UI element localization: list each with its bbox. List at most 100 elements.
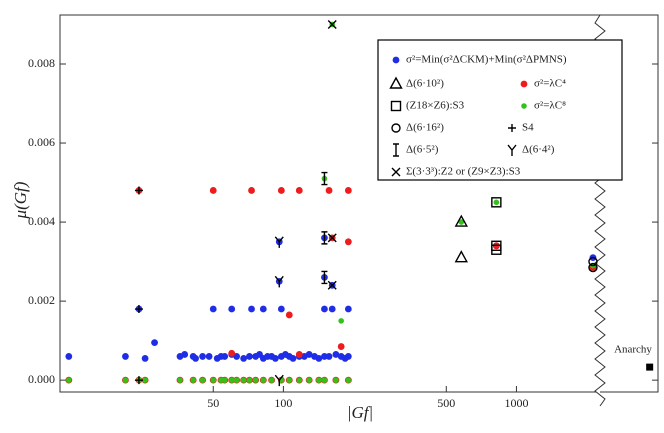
point [274, 374, 284, 387]
legend-label: S4 [522, 122, 534, 134]
point [277, 187, 285, 194]
point [65, 353, 73, 360]
point [289, 355, 297, 362]
point [344, 187, 352, 194]
point [228, 349, 236, 357]
point [66, 377, 72, 383]
point [248, 187, 255, 194]
legend-marker [390, 100, 402, 112]
x-tick-label: 50 [207, 396, 219, 410]
point [134, 376, 143, 385]
point [274, 236, 284, 248]
legend-marker [520, 80, 528, 88]
legend-label: Σ(3·3³):Z2 or (Z9×Z3):S3 [406, 166, 521, 178]
legend-marker [507, 144, 517, 156]
legend-label: Δ(6·16²) [406, 122, 444, 134]
point [228, 305, 236, 313]
point [190, 377, 196, 383]
point [142, 377, 148, 383]
point [277, 305, 285, 313]
point [493, 199, 500, 206]
y-tick-label: 0.008 [28, 56, 55, 70]
point [141, 355, 149, 362]
legend-label: σ²=Min(σ²ΔCKM)+Min(σ²ΔPMNS) [406, 54, 567, 66]
point [491, 197, 502, 208]
x-tick-label: 100 [274, 396, 292, 410]
point [268, 377, 275, 383]
point [327, 233, 337, 243]
point [233, 353, 241, 360]
point [205, 353, 213, 360]
point [333, 377, 339, 383]
legend-marker [392, 56, 400, 64]
point [209, 305, 217, 313]
point [246, 353, 253, 360]
point [134, 305, 143, 314]
point [177, 377, 183, 383]
anarchy-label: Anarchy [614, 344, 652, 356]
point [221, 353, 229, 360]
x-tick-label: 500 [437, 396, 455, 410]
legend-marker [393, 143, 399, 157]
point [321, 377, 328, 383]
y-tick-label: 0.002 [28, 293, 55, 307]
point [332, 351, 340, 358]
x-tick-label: 1000 [504, 396, 528, 410]
point [321, 231, 328, 245]
point [454, 214, 468, 227]
point [181, 351, 189, 358]
point [337, 343, 345, 350]
legend-label: (Z18×Z6):S3 [406, 100, 465, 112]
point [338, 318, 344, 324]
point [252, 377, 259, 383]
legend-label: Δ(6·5²) [406, 144, 439, 156]
point [295, 187, 303, 194]
point [316, 377, 322, 383]
y-tick-label: 0.000 [28, 372, 55, 386]
point [199, 377, 206, 383]
legend-label: σ²=λC⁴ [534, 78, 566, 90]
point [240, 355, 248, 362]
point [271, 355, 279, 362]
point [285, 311, 293, 319]
point [122, 353, 129, 360]
legend-marker [391, 167, 401, 177]
y-tick-label: 0.004 [28, 214, 55, 228]
point [458, 219, 465, 225]
point [305, 351, 313, 358]
point [588, 262, 598, 273]
point [315, 355, 323, 362]
point [286, 377, 293, 383]
point [246, 377, 253, 383]
point [228, 377, 235, 383]
plot-frame [59, 14, 659, 393]
point [274, 275, 284, 288]
point [199, 353, 206, 360]
point [260, 377, 267, 383]
point [327, 19, 337, 29]
y-tick-label: 0.006 [28, 135, 55, 149]
x-axis-label: |Gf| [347, 403, 373, 422]
point [327, 280, 337, 290]
y-axis-label: μ(Gf) [11, 181, 30, 219]
point [344, 353, 352, 360]
point [151, 339, 158, 347]
point [209, 187, 217, 194]
point [221, 377, 228, 383]
point [192, 355, 199, 362]
legend-marker [391, 123, 401, 133]
legend-label: σ²=λC⁸ [534, 100, 566, 112]
legend-marker [508, 124, 516, 132]
point [134, 186, 143, 195]
point [295, 351, 303, 358]
legend-marker [389, 76, 403, 89]
point [454, 250, 468, 263]
point [345, 377, 352, 383]
point [328, 305, 336, 313]
point [325, 353, 333, 360]
point [240, 377, 247, 383]
legend-label: Δ(6·4²) [522, 144, 555, 156]
legend-box [377, 39, 623, 181]
point [306, 377, 312, 383]
